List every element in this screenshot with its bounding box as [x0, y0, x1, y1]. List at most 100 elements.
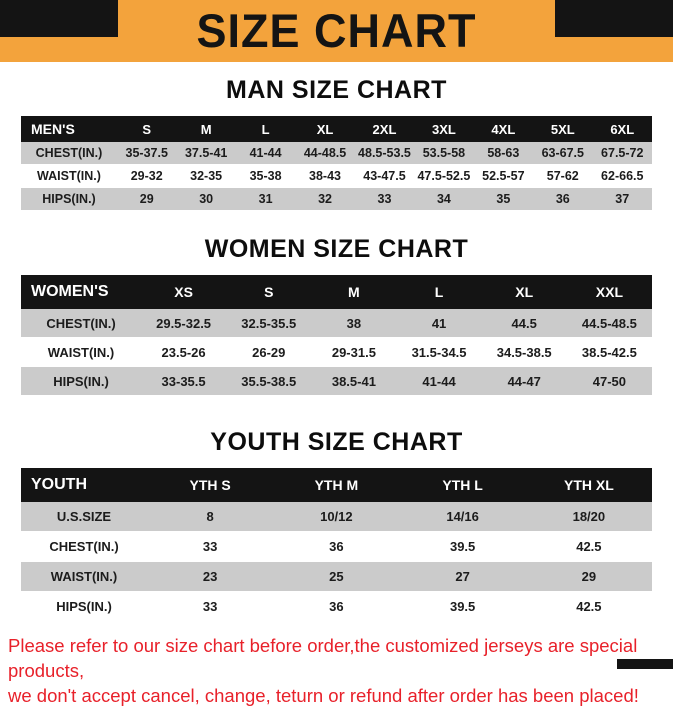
- size-column-header: 3XL: [414, 116, 474, 142]
- man-size-chart-section: MAN SIZE CHART MEN'S S M L XL 2XL 3XL 4XL 5XL 6XL…: [0, 76, 673, 211]
- warning-line-1: Please refer to our size chart before or…: [8, 635, 638, 681]
- row-label: WAIST(IN.): [21, 164, 117, 188]
- corner-block-bottom-right: [617, 659, 673, 669]
- size-value: 14/16: [399, 502, 526, 532]
- size-column-header: L: [235, 116, 296, 142]
- size-value: 67.5-72: [592, 142, 652, 165]
- size-column-header: YTH S: [147, 468, 274, 502]
- row-label: HIPS(IN.): [21, 366, 141, 396]
- size-value: 36: [533, 187, 593, 211]
- size-value: 42.5: [525, 591, 652, 622]
- size-value: 63-67.5: [533, 142, 593, 165]
- table-row: CHEST(IN.) 35-37.5 37.5-41 41-44 44-48.5 48.5…: [21, 142, 652, 165]
- size-column-header: M: [176, 116, 236, 142]
- size-value: 29-32: [117, 164, 177, 188]
- size-value: 23.5-26: [141, 337, 227, 367]
- order-warning-note: Please refer to our size chart before or…: [0, 634, 673, 709]
- table-corner-header: WOMEN'S: [21, 275, 141, 309]
- size-value: 35-37.5: [117, 142, 177, 165]
- size-value: 26-29: [226, 337, 312, 367]
- size-value: 39.5: [399, 531, 526, 562]
- size-value: 29: [117, 187, 177, 211]
- size-column-header: YTH L: [399, 468, 526, 502]
- size-value: 37: [592, 187, 652, 211]
- size-column-header: S: [226, 275, 312, 309]
- women-size-chart-heading: WOMEN SIZE CHART: [204, 235, 469, 263]
- row-label: CHEST(IN.): [21, 531, 147, 562]
- chart-sections: MAN SIZE CHART MEN'S S M L XL 2XL 3XL 4XL 5XL 6XL…: [0, 76, 673, 622]
- size-column-header: 6XL: [592, 116, 652, 142]
- size-value: 33: [354, 187, 415, 211]
- size-column-header: YTH XL: [525, 468, 652, 502]
- man-size-chart-heading: MAN SIZE CHART: [226, 76, 447, 104]
- size-column-header: M: [311, 275, 397, 309]
- size-column-header: 4XL: [473, 116, 534, 142]
- size-value: 32.5-35.5: [226, 309, 312, 338]
- size-value: 34: [414, 187, 474, 211]
- size-column-header: XL: [295, 116, 355, 142]
- size-value: 44-47: [481, 366, 567, 396]
- table-row: WAIST(IN.) 29-32 32-35 35-38 38-43 43-47.5 47.…: [21, 164, 652, 188]
- size-value: 27: [399, 561, 526, 592]
- size-value: 31: [235, 187, 296, 211]
- youth-size-chart-heading: YOUTH SIZE CHART: [210, 428, 463, 456]
- size-value: 32-35: [176, 164, 236, 188]
- table-row: HIPS(IN.) 33 36 39.5 42.5: [21, 591, 652, 622]
- size-value: 29: [525, 561, 652, 592]
- size-value: 33: [147, 531, 274, 562]
- size-value: 62-66.5: [592, 164, 652, 188]
- table-header-row: WOMEN'S XS S M L XL XXL: [21, 275, 652, 309]
- men-size-table: MEN'S S M L XL 2XL 3XL 4XL 5XL 6XL CHEST(IN.) 35-37…: [21, 116, 652, 211]
- size-value: 29.5-32.5: [141, 309, 227, 338]
- size-value: 8: [147, 502, 274, 532]
- size-value: 38: [311, 309, 397, 338]
- size-column-header: XXL: [566, 275, 652, 309]
- women-size-chart-section: WOMEN SIZE CHART WOMEN'S XS S M L XL XXL CHEST(…: [0, 235, 673, 396]
- size-value: 48.5-53.5: [354, 142, 415, 165]
- row-label: HIPS(IN.): [21, 591, 147, 622]
- size-value: 18/20: [525, 502, 652, 532]
- size-column-header: XS: [141, 275, 227, 309]
- youth-size-chart-section: YOUTH SIZE CHART YOUTH YTH S YTH M YTH L YTH…: [0, 428, 673, 622]
- size-value: 52.5-57: [473, 164, 534, 188]
- size-value: 36: [273, 591, 400, 622]
- size-value: 38.5-41: [311, 366, 397, 396]
- size-value: 33-35.5: [141, 366, 227, 396]
- row-label: U.S.SIZE: [21, 502, 147, 532]
- size-value: 41-44: [235, 142, 296, 165]
- corner-block-left: [0, 0, 118, 37]
- table-row: HIPS(IN.) 33-35.5 35.5-38.5 38.5-41 41-44 44-…: [21, 366, 652, 396]
- size-value: 29-31.5: [311, 337, 397, 367]
- size-column-header: XL: [481, 275, 567, 309]
- row-label: WAIST(IN.): [21, 561, 147, 592]
- size-value: 35: [473, 187, 534, 211]
- size-value: 41: [396, 309, 482, 338]
- table-corner-header: YOUTH: [21, 468, 147, 502]
- size-value: 44.5-48.5: [566, 309, 652, 338]
- size-value: 39.5: [399, 591, 526, 622]
- size-value: 43-47.5: [354, 164, 415, 188]
- row-label: WAIST(IN.): [21, 337, 141, 367]
- table-row: CHEST(IN.) 29.5-32.5 32.5-35.5 38 41 44.5 44.5…: [21, 309, 652, 338]
- table-row: U.S.SIZE 8 10/12 14/16 18/20: [21, 502, 652, 532]
- table-row: WAIST(IN.) 23.5-26 26-29 29-31.5 31.5-34.5 34…: [21, 337, 652, 367]
- size-value: 37.5-41: [176, 142, 236, 165]
- row-label: HIPS(IN.): [21, 187, 117, 211]
- table-header-row: YOUTH YTH S YTH M YTH L YTH XL: [21, 468, 652, 502]
- size-value: 57-62: [533, 164, 593, 188]
- size-value: 53.5-58: [414, 142, 474, 165]
- size-value: 47-50: [566, 366, 652, 396]
- warning-line-2: we don't accept cancel, change, teturn o…: [8, 684, 639, 706]
- table-row: WAIST(IN.) 23 25 27 29: [21, 561, 652, 592]
- women-size-table: WOMEN'S XS S M L XL XXL CHEST(IN.) 29.5-32.5 32.5…: [21, 275, 652, 396]
- table-corner-header: MEN'S: [21, 116, 117, 142]
- size-value: 41-44: [396, 366, 482, 396]
- size-value: 10/12: [273, 502, 400, 532]
- size-value: 33: [147, 591, 274, 622]
- youth-size-table: YOUTH YTH S YTH M YTH L YTH XL U.S.SIZE 8 10/12…: [21, 468, 652, 622]
- size-value: 44.5: [481, 309, 567, 338]
- size-column-header: 5XL: [533, 116, 593, 142]
- size-value: 38.5-42.5: [566, 337, 652, 367]
- size-column-header: S: [117, 116, 177, 142]
